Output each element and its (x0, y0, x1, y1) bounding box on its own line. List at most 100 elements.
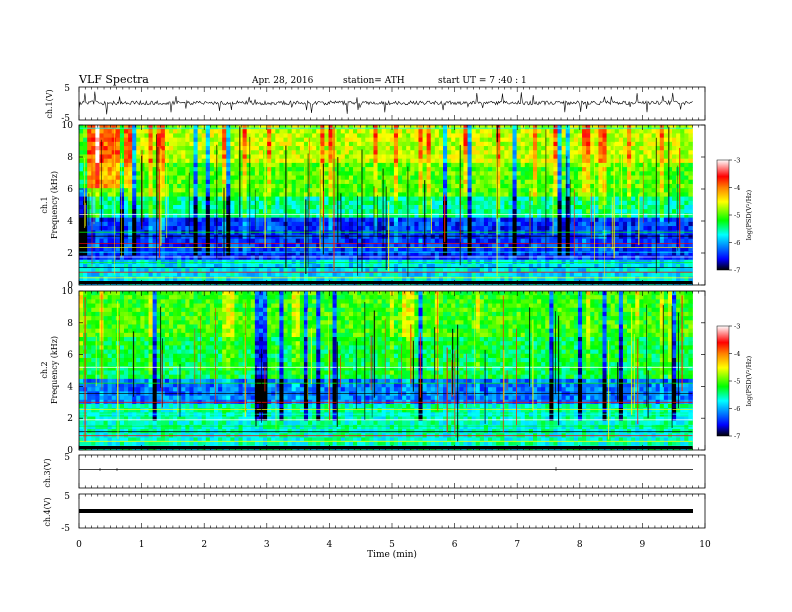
spectrogram-cell (504, 133, 509, 139)
spectrogram-cell (598, 141, 603, 147)
spectrogram-cell (479, 251, 485, 256)
spectrogram-cell (438, 221, 444, 227)
spectrogram-cell (537, 259, 542, 265)
spectrogram-cell (173, 242, 178, 248)
spectrogram-cell (573, 251, 579, 256)
spectrogram-cell (500, 221, 505, 227)
spectrogram-cell (561, 200, 567, 206)
spectrogram-cell (475, 188, 481, 193)
spectrogram-cell (152, 162, 158, 168)
spectrogram-cell (193, 162, 199, 168)
spectrogram-cell (258, 217, 264, 223)
spectrogram-cell (639, 179, 644, 185)
spectrogram-cell (414, 196, 419, 202)
spectrogram-cell (226, 167, 231, 172)
spectrogram-cell (258, 242, 264, 248)
spectrogram-cell (610, 259, 616, 265)
spectrogram-cell (406, 251, 411, 256)
spectrogram-cell (430, 137, 436, 143)
spectrogram-cell (295, 234, 301, 240)
spectrogram-cell (299, 162, 305, 168)
spectrogram-cell (320, 251, 325, 256)
spectrogram-cell (627, 234, 632, 240)
spectrogram-cell (111, 183, 117, 189)
spectrogram-cell (119, 259, 125, 265)
spectrogram-cell (234, 196, 239, 202)
spectrogram-cell (688, 150, 693, 155)
spectrogram-cell (291, 217, 297, 223)
spectrogram-cell (164, 188, 170, 193)
spectrogram-cell (447, 183, 452, 189)
spectrogram-cell (487, 188, 493, 193)
spectrogram-cell (606, 141, 612, 147)
spectrogram-cell (144, 221, 149, 227)
spectrogram-cell (111, 226, 117, 231)
spectrogram-cell (193, 125, 199, 130)
spectrogram-cell (606, 247, 612, 252)
spectrogram-cell (205, 255, 211, 261)
spectrogram-cell (324, 192, 329, 197)
spectrogram-cell (389, 129, 395, 134)
spectrogram-cell (426, 179, 432, 185)
spectrogram-cell (520, 192, 526, 197)
spectrogram-cell (434, 129, 440, 134)
spectrogram-cell (471, 221, 477, 227)
spectrogram-cell (132, 209, 137, 214)
spectrogram-cell (119, 238, 125, 244)
spectrogram-cell (430, 247, 436, 252)
spectrogram-cell (185, 263, 190, 269)
spectrogram-cell (324, 221, 329, 227)
spectrogram-cell (504, 196, 509, 202)
spectrogram-cell (230, 192, 235, 197)
spectrogram-cell (635, 133, 640, 139)
spectrogram-cell (365, 137, 370, 143)
spectrogram-cell (483, 242, 489, 248)
spectrogram-cell (267, 196, 272, 202)
spectrogram-cell (173, 137, 178, 143)
spectrogram-cell (483, 251, 489, 256)
spectrogram-cell (406, 238, 411, 244)
spectrogram-cell (242, 234, 248, 240)
spectrogram-cell (218, 158, 223, 164)
spectrogram-cell (438, 125, 444, 130)
spectrogram-cell (238, 226, 243, 231)
spectrogram-cell (222, 158, 227, 164)
spectrogram-cell (594, 167, 599, 172)
spectrogram-cell (667, 255, 673, 261)
spectrogram-cell (418, 137, 423, 143)
spectrogram-cell (144, 150, 149, 155)
spectrogram-cell (565, 150, 571, 155)
spectrogram-cell (140, 154, 145, 160)
spectrogram-cell (663, 209, 669, 214)
spectrogram-cell (627, 205, 632, 210)
spectrogram-cell (528, 226, 534, 231)
spectrogram-cell (222, 133, 227, 139)
spectrogram-cell (492, 179, 497, 185)
spectrogram-cell (508, 167, 513, 172)
spectrogram-cell (308, 247, 313, 252)
spectrogram-cell (659, 133, 665, 139)
spectrogram-cell (148, 162, 154, 168)
spectrogram-cell (610, 226, 616, 231)
spectrogram-cell (610, 255, 616, 261)
spectrogram-cell (254, 154, 260, 160)
spectrogram-cell (504, 183, 509, 189)
spectrogram-cell (201, 263, 207, 269)
spectrogram-cell (291, 183, 297, 189)
spectrogram-cell (528, 141, 534, 147)
spectrogram-cell (622, 137, 628, 143)
spectrogram-cell (545, 188, 550, 193)
spectrogram-cell (541, 213, 546, 219)
spectrogram-cell (173, 129, 178, 134)
spectrogram-cell (348, 129, 354, 134)
spectrogram-cell (516, 234, 522, 240)
spectrogram-cell (512, 175, 518, 181)
spectrogram-cell (377, 192, 383, 197)
spectrogram-cell (631, 259, 636, 265)
spectrogram-cell (549, 188, 554, 193)
spectrogram-cell (520, 255, 526, 261)
spectrogram-cell (459, 247, 464, 252)
spectrogram-cell (663, 234, 669, 240)
spectrogram-cell (136, 242, 141, 248)
spectrogram-cell (303, 196, 309, 202)
